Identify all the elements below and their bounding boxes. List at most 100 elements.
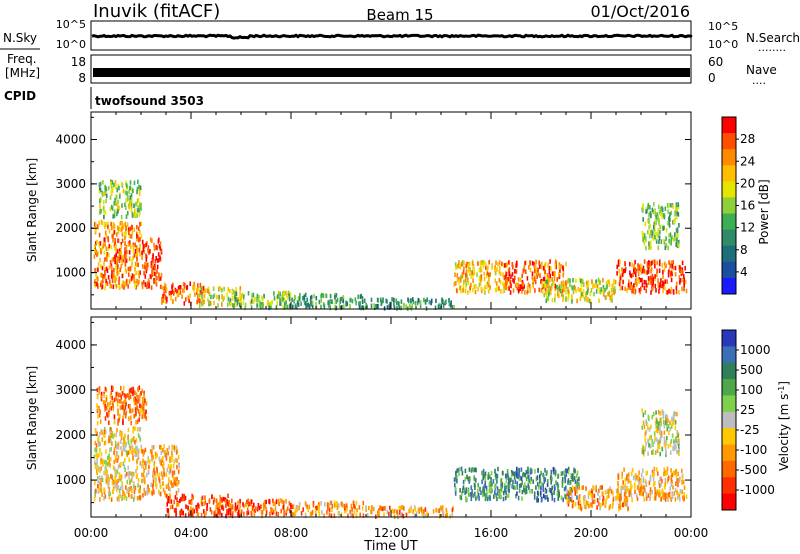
- data-cell: [104, 224, 106, 230]
- data-cell: [114, 475, 116, 481]
- freq-tick-high: 18: [71, 55, 86, 69]
- data-cell: [158, 476, 160, 481]
- data-cell: [103, 200, 105, 205]
- data-cell: [133, 414, 135, 419]
- data-cell: [671, 491, 673, 496]
- data-cell: [139, 427, 142, 432]
- colorbar-swatch: [722, 213, 736, 231]
- data-cell: [127, 471, 130, 476]
- data-cell: [458, 286, 461, 291]
- data-cell: [128, 279, 131, 284]
- data-cell: [234, 302, 236, 308]
- data-cell: [99, 282, 102, 288]
- data-cell: [607, 279, 609, 285]
- data-cell: [451, 507, 454, 513]
- data-cell: [658, 480, 660, 485]
- data-cell: [455, 265, 457, 271]
- data-cell: [658, 441, 661, 446]
- data-cell: [533, 276, 536, 282]
- data-cell: [125, 249, 128, 255]
- data-cell: [546, 273, 549, 278]
- data-cell: [678, 493, 681, 499]
- data-cell: [121, 391, 124, 396]
- data-cell: [110, 427, 113, 432]
- data-cell: [344, 508, 347, 513]
- data-cell: [483, 484, 486, 489]
- data-cell: [480, 276, 482, 282]
- data-cell: [497, 262, 499, 267]
- data-cell: [653, 224, 656, 230]
- data-cell: [116, 187, 118, 193]
- data-cell: [136, 496, 139, 501]
- data-cell: [134, 445, 137, 451]
- data-cell: [435, 298, 437, 304]
- data-cell: [467, 290, 469, 295]
- data-cell: [287, 506, 289, 511]
- data-cell: [648, 212, 650, 218]
- data-cell: [290, 504, 292, 510]
- data-cell: [672, 204, 674, 209]
- data-cell: [621, 268, 624, 273]
- data-cell: [239, 498, 241, 504]
- data-cell: [163, 444, 165, 449]
- data-cell: [633, 482, 636, 487]
- data-cell: [541, 481, 543, 487]
- data-cell: [270, 304, 272, 309]
- data-cell: [600, 485, 602, 490]
- data-cell: [104, 400, 106, 405]
- data-cell: [118, 488, 121, 494]
- data-cell: [328, 299, 331, 305]
- cpid-panel: CPID twofsound 3503: [4, 87, 204, 109]
- data-cell: [105, 467, 108, 472]
- data-cell: [565, 290, 567, 295]
- data-cell: [511, 471, 514, 476]
- colorbar-swatch: [722, 261, 736, 279]
- data-cell: [476, 494, 479, 500]
- data-cell: [175, 511, 177, 516]
- data-cell: [473, 493, 475, 498]
- data-cell: [236, 505, 239, 510]
- data-cell: [626, 288, 628, 293]
- data-cell: [685, 288, 688, 294]
- data-cell: [188, 509, 191, 515]
- data-cell: [343, 509, 346, 514]
- data-cell: [217, 503, 219, 509]
- data-cell: [117, 421, 119, 426]
- data-cell: [144, 491, 146, 496]
- data-cell: [674, 411, 677, 417]
- data-cell: [115, 265, 117, 271]
- data-cell: [273, 291, 275, 296]
- data-cell: [518, 488, 521, 493]
- data-cell: [678, 438, 680, 443]
- data-cell: [188, 499, 190, 505]
- data-cell: [160, 248, 163, 253]
- data-cell: [117, 418, 120, 423]
- data-cell: [662, 269, 664, 275]
- data-cell: [644, 432, 647, 437]
- data-cell: [668, 220, 670, 226]
- data-cell: [645, 441, 647, 447]
- data-cell: [108, 185, 110, 191]
- data-cell: [136, 262, 138, 267]
- data-cell: [589, 299, 592, 304]
- data-cell: [448, 301, 451, 307]
- data-cell: [97, 284, 99, 289]
- data-cell: [578, 277, 581, 282]
- data-cell: [198, 504, 200, 509]
- data-cell: [116, 402, 119, 407]
- data-cell: [630, 281, 632, 287]
- data-cell: [159, 276, 162, 281]
- data-cell: [98, 389, 101, 395]
- data-cell: [128, 256, 131, 261]
- data-cell: [677, 471, 679, 477]
- data-cell: [169, 465, 171, 471]
- data-cell: [561, 479, 564, 484]
- data-cell: [127, 465, 129, 471]
- data-cell: [124, 221, 126, 227]
- data-cell: [555, 480, 557, 485]
- data-cell: [641, 408, 643, 413]
- data-cell: [623, 492, 626, 497]
- data-cell: [204, 500, 207, 505]
- data-cell: [118, 280, 120, 285]
- data-cell: [194, 292, 196, 297]
